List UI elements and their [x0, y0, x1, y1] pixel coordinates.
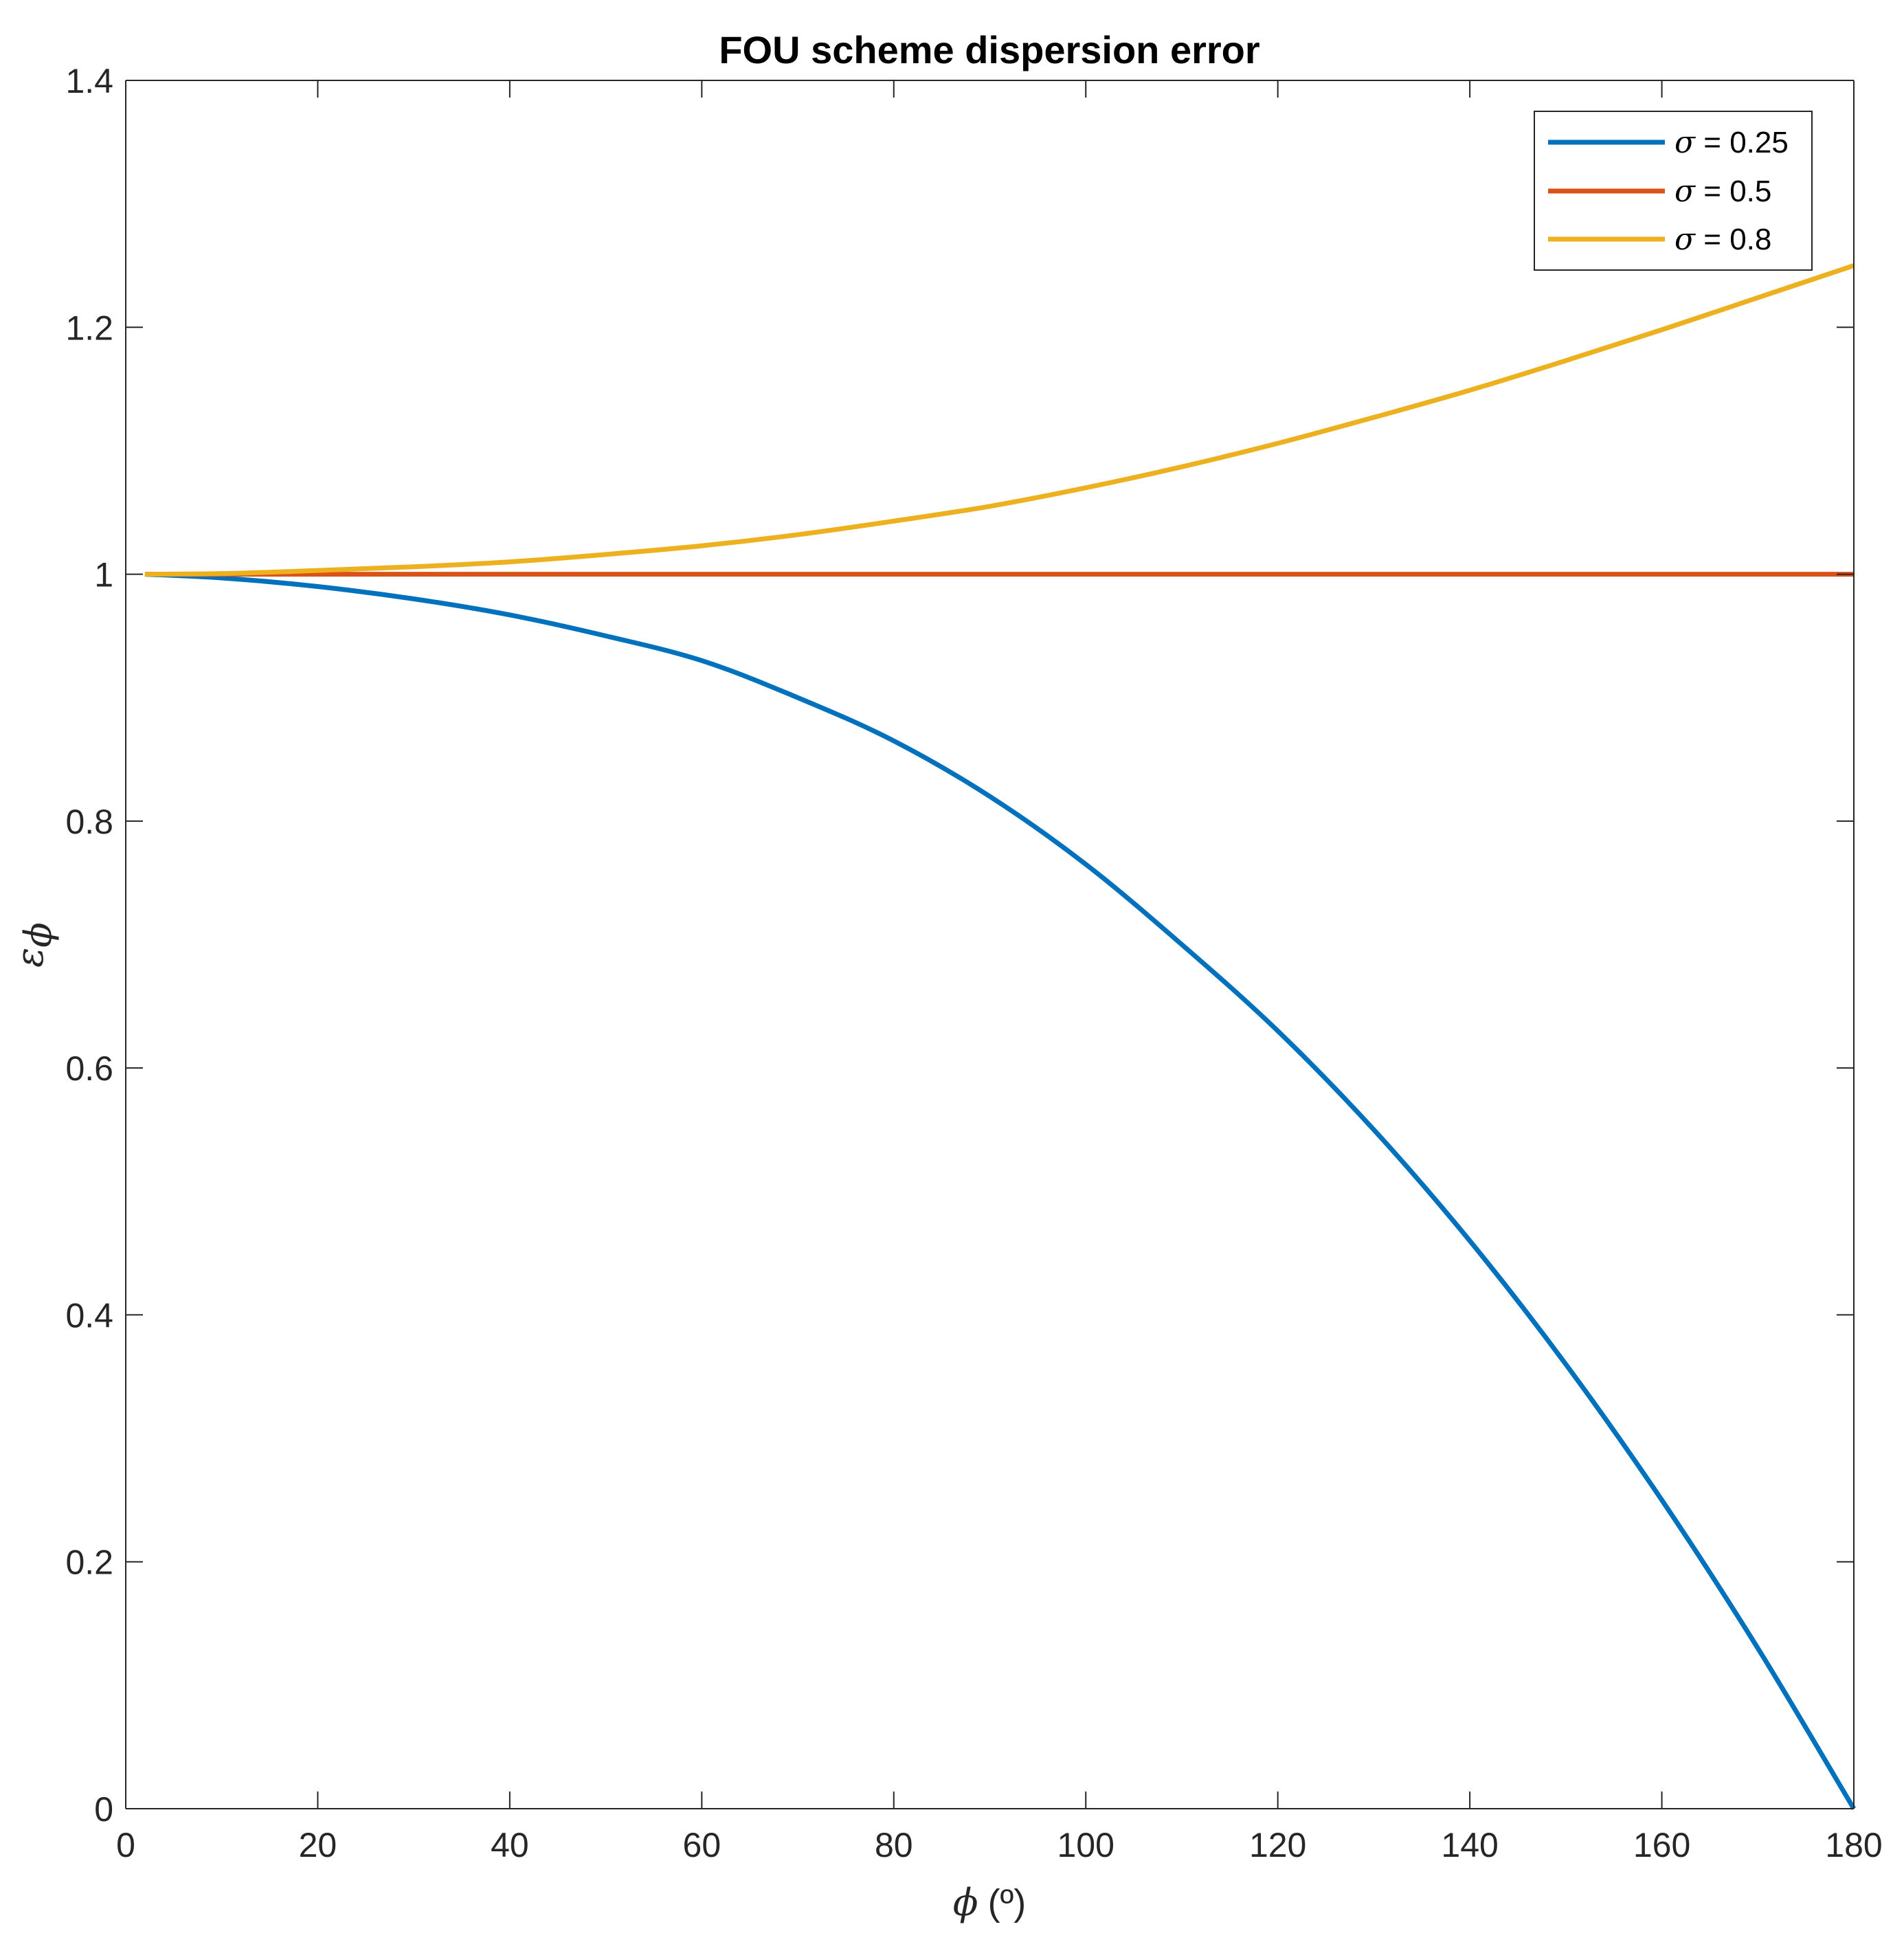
x-tick-label: 120 [1249, 1826, 1306, 1864]
x-axis-label-unit: (º) [988, 1882, 1027, 1923]
plot-area [126, 80, 1854, 1809]
y-axis-label-symbol: ε [8, 948, 52, 968]
x-tick-label: 60 [683, 1826, 721, 1864]
y-tick-label: 0.8 [65, 803, 113, 841]
y-tick-label: 1 [94, 556, 113, 594]
ticks-layer: 0 20 40 60 80 100 120 140 160 180 0 0.2 0.4 0.6 0.8 1 1.… [65, 62, 1882, 1864]
legend-item: σ = 0.5 [1548, 174, 1771, 209]
x-axis-label-symbol: ϕ [953, 1881, 978, 1924]
svg-text:εϕ: εϕ [8, 922, 60, 968]
x-tick-label: 40 [491, 1826, 529, 1864]
legend-symbol: σ [1675, 174, 1696, 209]
x-tick-label: 80 [875, 1826, 913, 1864]
y-tick-label: 1.4 [65, 62, 113, 100]
svg-text:ϕ(º): ϕ (º) [953, 1881, 1027, 1924]
series-line-2 [144, 263, 1855, 577]
x-tick-label: 100 [1057, 1826, 1115, 1864]
legend-symbol: σ [1675, 125, 1696, 160]
y-tick-label: 0.2 [65, 1543, 113, 1582]
legend-label: = 0.5 [1695, 175, 1771, 208]
x-tick-label: 140 [1441, 1826, 1498, 1864]
legend: σ = 0.25 σ = 0.5 σ = 0.8 [1534, 111, 1813, 271]
legend-item: σ = 0.8 [1548, 222, 1771, 257]
x-tick-label: 180 [1825, 1826, 1882, 1864]
x-tick-label: 0 [116, 1826, 135, 1864]
y-tick-label: 0.6 [65, 1049, 113, 1088]
svg-text:σ = 0.25: σ = 0.25 [1675, 125, 1789, 160]
svg-text:σ = 0.5: σ = 0.5 [1675, 174, 1771, 209]
y-tick-label: 1.2 [65, 309, 113, 347]
y-axis-label: εϕ [8, 922, 60, 968]
x-tick-label: 20 [299, 1826, 337, 1864]
y-tick-label: 0 [94, 1790, 113, 1829]
series-line-0 [144, 572, 1857, 1810]
y-tick-label: 0.4 [65, 1296, 113, 1335]
x-tick-label: 160 [1633, 1826, 1690, 1864]
chart-title: FOU scheme dispersion error [719, 28, 1259, 71]
legend-label: = 0.8 [1695, 223, 1771, 256]
legend-item: σ = 0.25 [1548, 125, 1789, 160]
series-layer [144, 263, 1857, 1810]
svg-text:σ = 0.8: σ = 0.8 [1675, 222, 1771, 257]
x-axis-label: ϕ (º) [953, 1881, 1027, 1924]
legend-symbol: σ [1675, 222, 1696, 257]
y-axis-label-subscript: ϕ [16, 922, 60, 948]
legend-label: = 0.25 [1695, 126, 1789, 159]
